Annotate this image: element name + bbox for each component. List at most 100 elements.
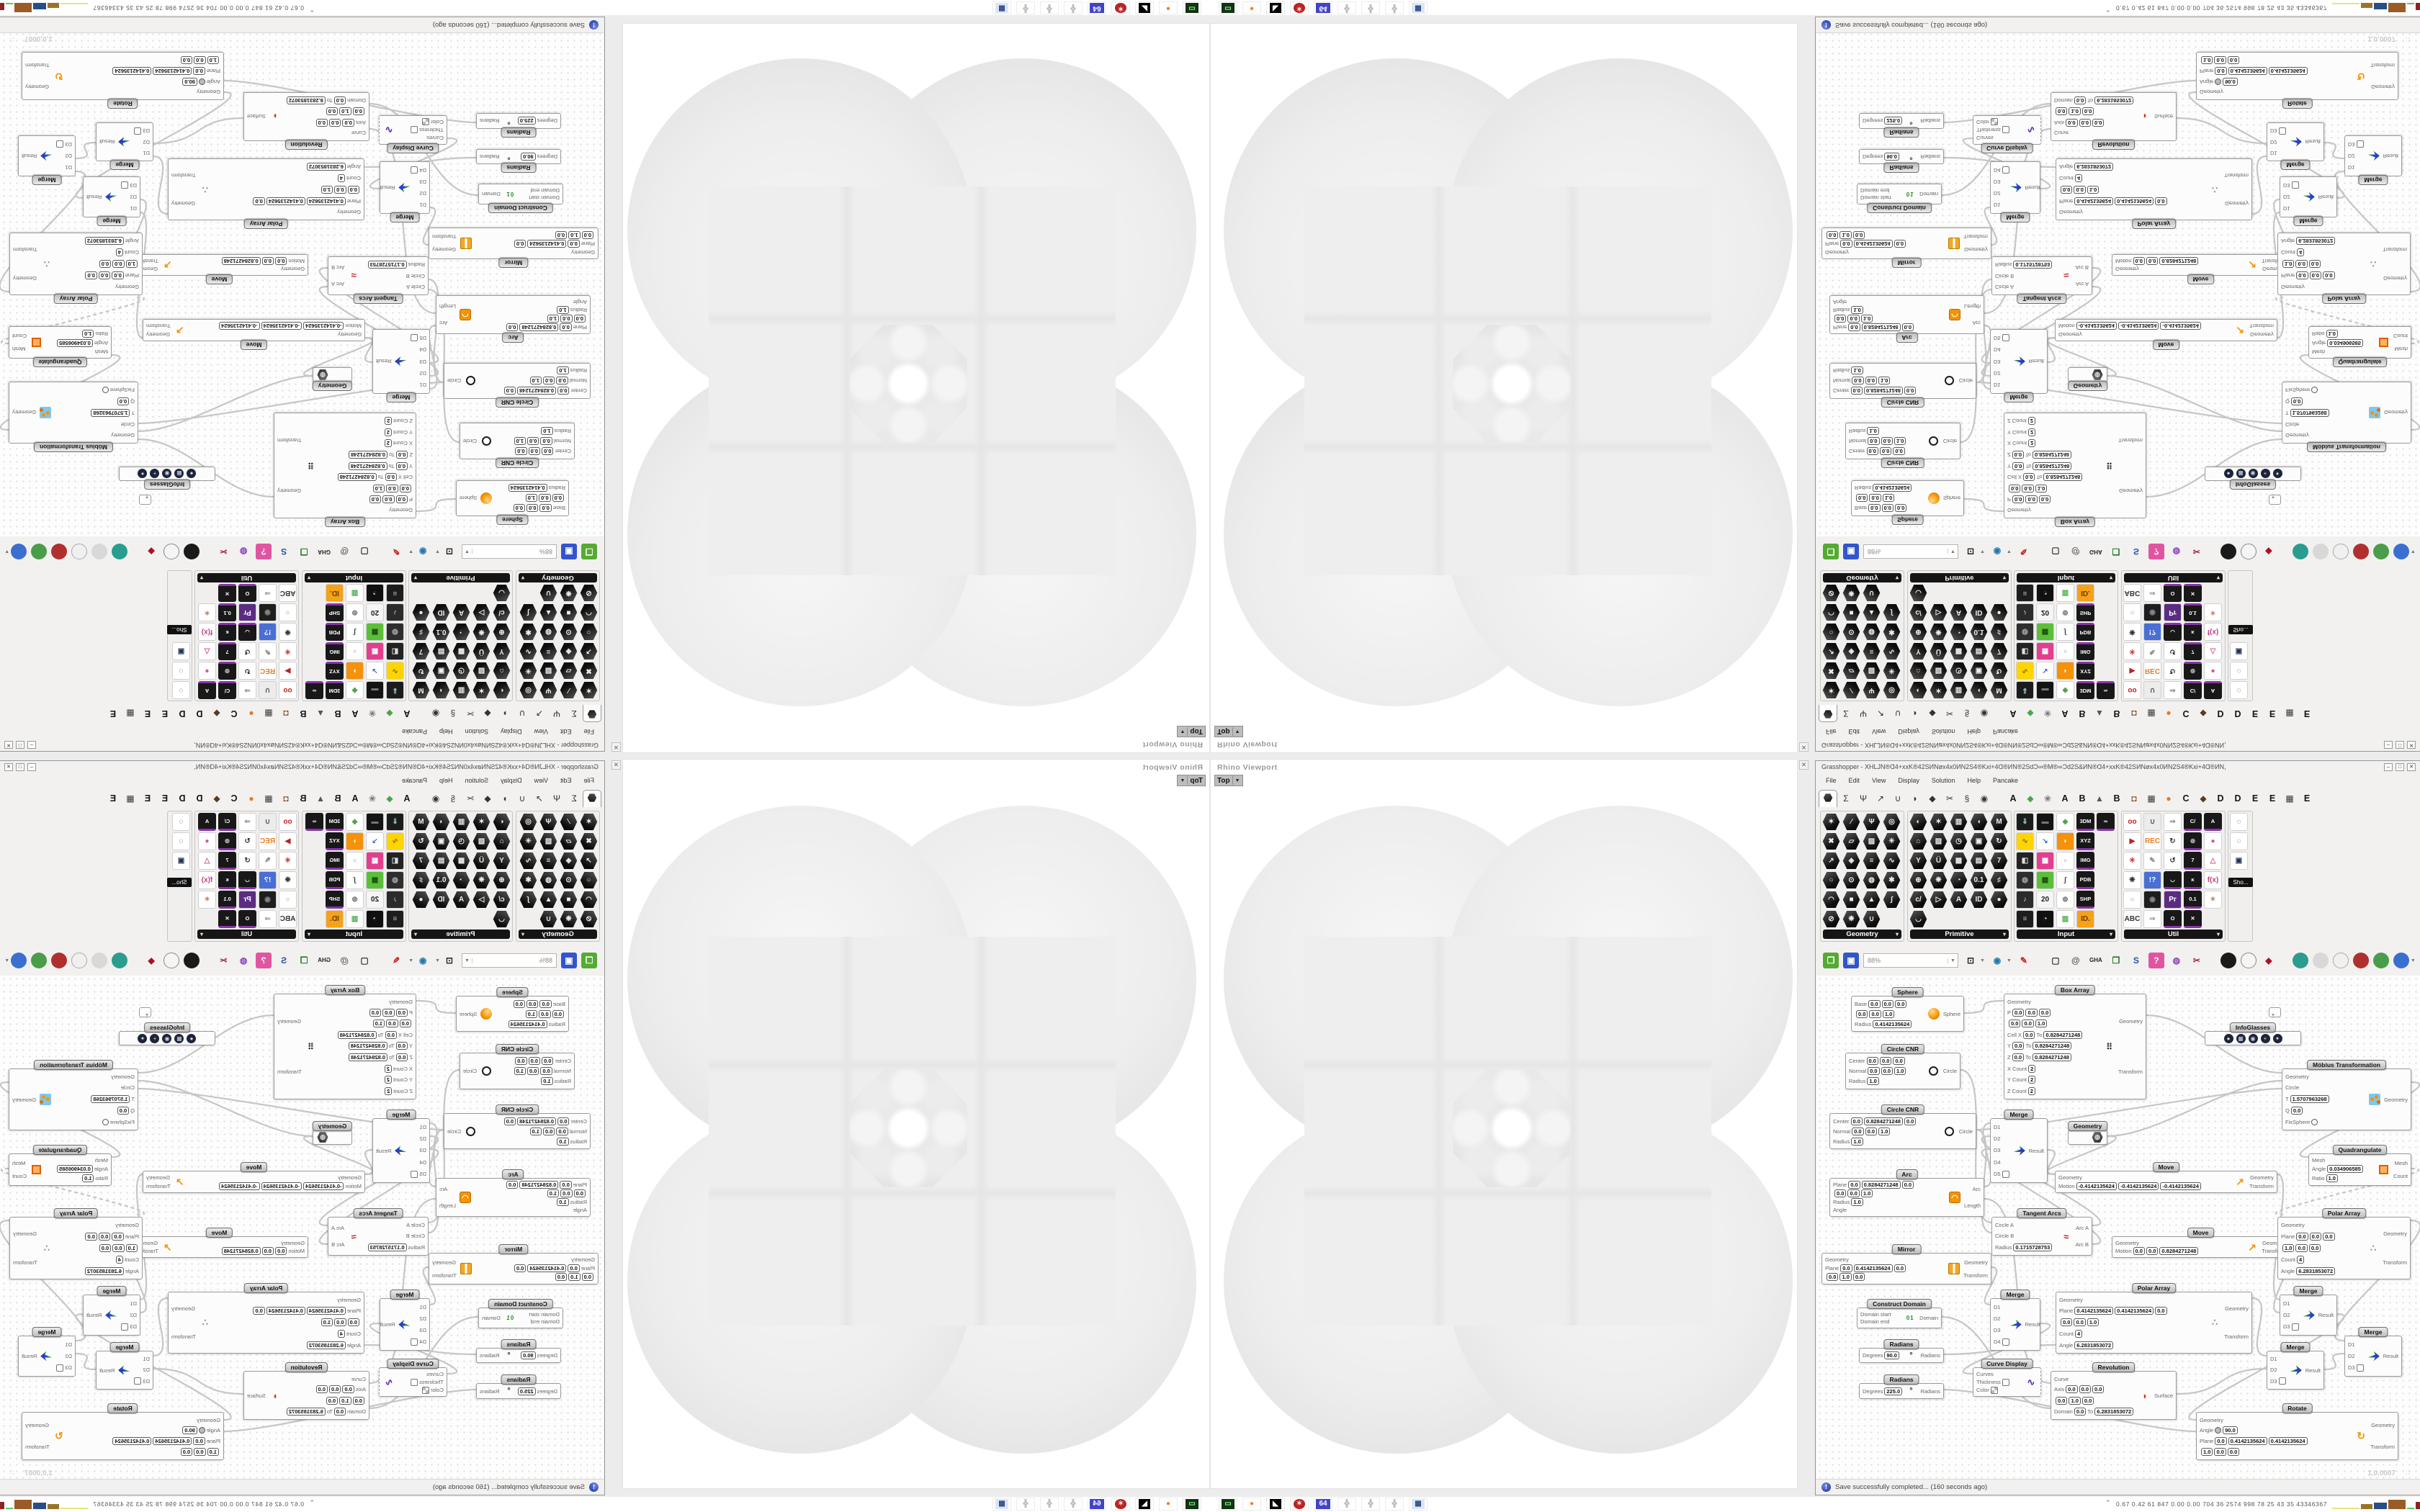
node-title[interactable]: Tangent Arcs <box>353 1208 403 1218</box>
node-body[interactable]: ◍ <box>313 367 352 382</box>
tab-category-13[interactable]: A <box>351 793 359 804</box>
component-icon[interactable]: ⊚ <box>346 603 364 621</box>
gh-node-construct-domain[interactable]: Construct Domain Domain start Domain end 01… <box>1857 184 1942 213</box>
value-chip[interactable]: 0.0 <box>1901 1181 1914 1189</box>
gh-node-merge[interactable]: Merge D1 D2 D3 Result <box>2344 1327 2402 1377</box>
component-icon[interactable]: △ <box>198 852 216 870</box>
taskbar-maze-app-icon[interactable]: ╬ <box>1385 1498 1404 1511</box>
value-chip[interactable]: 0.0 <box>1827 1273 1839 1282</box>
toolbar-mat-green-icon[interactable] <box>31 544 48 559</box>
taskbar-maze-app-icon[interactable]: ╬ <box>1337 1 1356 14</box>
value-chip[interactable]: 0.0 <box>315 118 328 127</box>
value-chip[interactable]: 1.0 <box>1839 230 1852 239</box>
toolbar-preview-dark-icon[interactable] <box>2220 544 2236 559</box>
node-body[interactable]: Geometry Plane 0.0 0.0 0.0 1.0 0.0 0.0 Count 4 Ang… <box>2277 233 2411 295</box>
component-icon[interactable]: ❋ <box>279 871 297 889</box>
node-body[interactable]: Center 0.0 0.0 0.0 Normal 0.0 0.0 1.0 Radius 1.0 C… <box>1845 423 1960 459</box>
component-chip-icon[interactable]: 0.1 <box>218 891 236 909</box>
chevron-up-icon[interactable]: ⌃ <box>2105 1499 2111 1506</box>
node-body[interactable]: Geometry Circle T 1.5707963268 Q 0.0 FixSphere… <box>9 382 138 444</box>
value-chip[interactable]: 0.4142135624 <box>153 1437 192 1445</box>
gh-node-polar-array[interactable]: Polar Array Geometry Plane 0.0 0.0 0.0 1.0 0.0 0… <box>9 1208 143 1279</box>
value-chip[interactable]: 1.0 <box>125 1243 138 1252</box>
taskbar-maze-app-icon[interactable]: ╬ <box>1040 1 1059 14</box>
tab-category-15[interactable]: ▲ <box>316 708 325 719</box>
component-icon[interactable]: ▦ <box>366 871 384 889</box>
component-icon[interactable]: c/ <box>1909 603 1927 621</box>
gh-node-merge[interactable]: Merge D1 D2 D3 Result <box>18 1327 76 1377</box>
gh-node-radians[interactable]: Radians Degrees 225.0 ° Radians <box>476 113 561 138</box>
gh-node-radians[interactable]: Radians Degrees 225.0 ° Radians <box>1859 1374 1944 1399</box>
component-chip-icon[interactable]: ∞ <box>305 681 323 699</box>
component-icon[interactable]: ∿ <box>519 852 537 870</box>
value-chip[interactable]: 0.034906585 <box>57 1165 93 1174</box>
menu-item-display[interactable]: Display <box>1898 777 1919 784</box>
component-icon[interactable]: ◍ <box>2016 871 2034 889</box>
value-chip[interactable]: 90.0 <box>2223 78 2238 86</box>
value-chip[interactable]: 0.0 <box>99 1243 112 1252</box>
component-icon[interactable]: ↗ <box>1822 642 1840 660</box>
value-chip[interactable]: 0.0 <box>1840 240 1852 248</box>
viewport-view-button[interactable]: Top ▼ <box>1177 775 1206 786</box>
value-chip[interactable]: 6.2831853072 <box>2094 96 2134 105</box>
value-chip[interactable]: 0.0 <box>2081 1396 2094 1405</box>
tab-category-2[interactable]: Ψ <box>1859 793 1868 804</box>
value-chip[interactable]: 0.0 <box>117 397 130 405</box>
node-title[interactable]: Merge <box>2293 216 2323 226</box>
node-title[interactable]: Möbius Transformation <box>34 442 113 452</box>
component-icon[interactable]: ✳ <box>2123 852 2141 870</box>
node-body[interactable]: Curves Thickness Color ∿ <box>1973 115 2041 145</box>
toolbar-snips-icon[interactable]: ✂ <box>2192 546 2200 557</box>
gh-node-tangent-arcs[interactable]: Tangent Arcs Circle A Circle B Radius 0.1715… <box>1991 1208 2092 1256</box>
toolbar-sketch-pen-icon[interactable]: ✎ <box>393 546 400 557</box>
value-chip[interactable]: 0.0 <box>2066 1385 2078 1394</box>
gh-node-quadrangulate[interactable]: Quadrangulate Mesh Angle 0.034906585 Ratio 1.… <box>2308 326 2411 367</box>
gh-node-radians[interactable]: Radians Degrees 90.0 ° Radians <box>1859 149 1944 173</box>
toolbar-mat-blue-icon[interactable] <box>11 953 27 968</box>
component-icon[interactable]: ∿ <box>2016 832 2034 850</box>
component-icon[interactable]: ∫ <box>519 603 537 621</box>
chevron-down-icon[interactable]: ▼ <box>2410 958 2416 963</box>
toolbar-mat-white-icon[interactable] <box>71 544 88 559</box>
value-chip[interactable]: 2 <box>2027 428 2036 436</box>
gh-node-sphere[interactable]: Sphere Base 0.0 0.0 0.0 0.0 0.0 1.0 Radius 0.4142… <box>1851 480 1964 525</box>
value-chip[interactable]: 0.0 <box>2308 1243 2321 1252</box>
value-chip[interactable]: 0.4142135624 <box>2074 197 2114 205</box>
component-icon[interactable]: ◷ <box>1950 662 1968 680</box>
palette-name-bar[interactable]: Geometry ▾ <box>519 930 597 939</box>
expression-button[interactable] <box>2215 78 2222 85</box>
value-chip[interactable]: 0.0 <box>2012 1008 2025 1017</box>
tab-category-19[interactable]: ● <box>248 793 254 804</box>
node-title[interactable]: Radians <box>1883 127 1919 138</box>
component-icon[interactable]: ID <box>432 603 450 621</box>
value-chip[interactable]: 0.0 <box>382 495 395 504</box>
component-chip-icon[interactable]: 0.1 <box>2184 603 2202 621</box>
component-icon[interactable]: ✳ <box>279 852 297 870</box>
node-body[interactable]: D1 D2 D3 Result <box>83 176 140 217</box>
component-icon[interactable]: ⌂ <box>493 662 511 680</box>
toolbar-mat-red-icon[interactable] <box>51 544 68 559</box>
viewport-close-icon[interactable]: ✕ <box>1799 742 1809 752</box>
gh-node-geometry[interactable]: Geometry ◍ <box>312 367 353 391</box>
component-icon[interactable]: ◠ <box>580 603 598 621</box>
component-icon[interactable]: ∿ <box>386 662 404 680</box>
taskbar-firefox-icon[interactable]: ● <box>1242 1498 1261 1511</box>
value-chip[interactable]: 0.4142135624 <box>306 1307 346 1315</box>
value-chip[interactable]: 0.0 <box>1866 1056 1878 1065</box>
tab-category-5[interactable]: ◗ <box>502 793 508 804</box>
value-chip[interactable]: 1.5707963268 <box>91 1094 130 1103</box>
maximize-icon[interactable]: □ <box>16 741 24 749</box>
node-canvas[interactable]: 1,0,0007 ∷ Sphere Base 0.0 0.0 0.0 0.0 0.0 1.0 R… <box>1816 32 2420 536</box>
component-icon[interactable]: ⊘ <box>1822 584 1840 602</box>
value-chip[interactable]: 0.0 <box>2012 451 2025 459</box>
value-chip[interactable]: 1.0 <box>82 329 94 338</box>
menu-item-edit[interactable]: Edit <box>560 777 572 784</box>
component-icon[interactable]: ■ <box>560 603 578 621</box>
palette-name-bar[interactable]: Geometry ▾ <box>519 573 597 582</box>
value-chip[interactable]: 4 <box>115 1255 123 1264</box>
value-chip[interactable]: 0.0 <box>1894 240 1906 248</box>
component-icon[interactable]: !? <box>259 623 277 641</box>
value-chip[interactable]: 0.0 <box>1840 1264 1852 1272</box>
component-icon[interactable]: ◔ <box>2036 584 2054 602</box>
node-title[interactable]: Merge <box>390 1290 420 1300</box>
